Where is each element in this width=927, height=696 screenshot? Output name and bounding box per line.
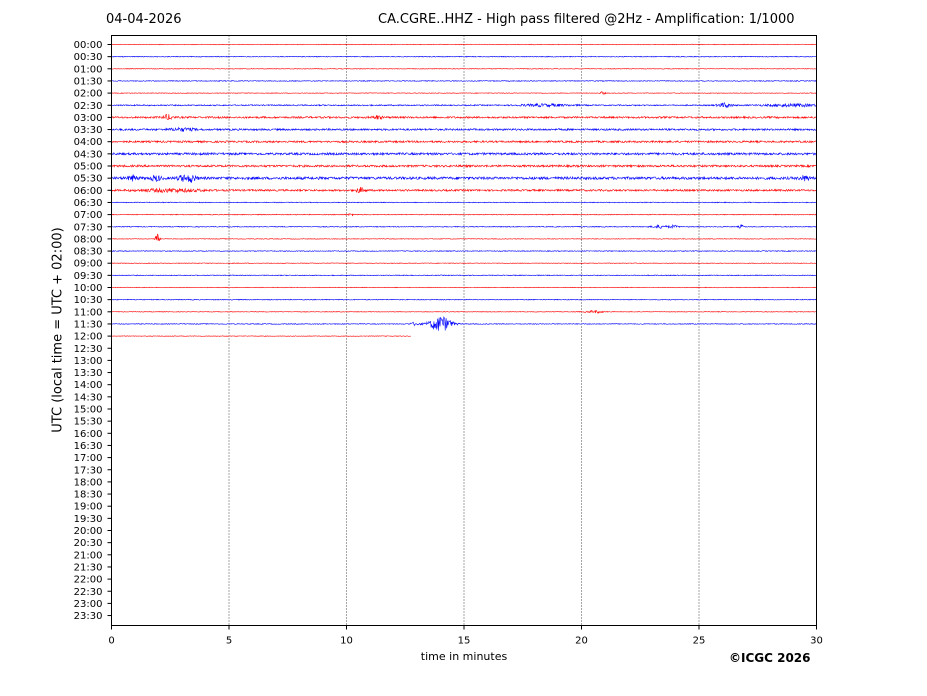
y-tick-label-00:00: 00:00: [74, 40, 103, 51]
trace-01:00: [111, 68, 817, 70]
trace-00:00: [111, 43, 817, 46]
y-tick-label-18:30: 18:30: [74, 490, 103, 501]
y-tick-label-19:30: 19:30: [74, 514, 103, 525]
trace-06:00: [111, 186, 817, 194]
trace-01:30: [111, 80, 817, 82]
y-tick-label-02:00: 02:00: [74, 89, 103, 100]
x-tick-label-30: 30: [810, 636, 823, 647]
trace-04:00: [111, 139, 817, 144]
x-tick-label-10: 10: [340, 636, 353, 647]
x-tick-label-0: 0: [108, 636, 114, 647]
y-tick-label-01:30: 01:30: [74, 76, 103, 87]
trace-07:30: [111, 224, 817, 230]
trace-09:00: [111, 262, 817, 264]
x-tick-label-5: 5: [226, 636, 232, 647]
y-tick-label-16:00: 16:00: [74, 429, 103, 440]
y-tick-label-16:30: 16:30: [74, 441, 103, 452]
y-tick-label-11:00: 11:00: [74, 307, 103, 318]
y-tick-label-00:30: 00:30: [74, 52, 103, 63]
trace-12:00: [111, 335, 411, 337]
trace-05:30: [111, 174, 817, 183]
y-tick-label-02:30: 02:30: [74, 101, 103, 112]
y-tick-label-15:30: 15:30: [74, 417, 103, 428]
y-tick-label-21:30: 21:30: [74, 562, 103, 573]
seismic-traces: [111, 43, 817, 337]
trace-09:30: [111, 274, 817, 277]
trace-00:30: [111, 55, 817, 58]
trace-10:00: [111, 286, 817, 289]
y-tick-label-13:30: 13:30: [74, 368, 103, 379]
copyright-label: ©ICGC 2026: [729, 651, 811, 665]
trace-08:00: [111, 233, 817, 242]
x-tick-label-15: 15: [458, 636, 471, 647]
y-tick-label-19:00: 19:00: [74, 502, 103, 513]
y-tick-label-18:00: 18:00: [74, 477, 103, 488]
y-tick-label-04:00: 04:00: [74, 137, 103, 148]
y-tick-label-15:00: 15:00: [74, 405, 103, 416]
y-tick-label-20:30: 20:30: [74, 538, 103, 549]
y-tick-label-14:00: 14:00: [74, 380, 103, 391]
y-tick-label-17:30: 17:30: [74, 465, 103, 476]
date-label: 04-04-2026: [106, 12, 182, 27]
y-axis-label: UTC (local time = UTC + 02:00): [50, 227, 66, 433]
y-tick-label-23:30: 23:30: [74, 611, 103, 622]
trace-03:00: [111, 114, 817, 121]
trace-08:30: [111, 250, 817, 252]
trace-02:30: [111, 102, 817, 109]
trace-03:30: [111, 126, 817, 132]
y-tick-label-09:00: 09:00: [74, 259, 103, 270]
trace-04:30: [111, 151, 817, 157]
y-tick-label-14:30: 14:30: [74, 392, 103, 403]
y-tick-label-10:00: 10:00: [74, 283, 103, 294]
x-axis-label: time in minutes: [420, 650, 508, 663]
y-tick-label-07:30: 07:30: [74, 222, 103, 233]
y-tick-label-08:00: 08:00: [74, 234, 103, 245]
y-tick-label-01:00: 01:00: [74, 64, 103, 75]
y-tick-label-05:30: 05:30: [74, 174, 103, 185]
y-tick-label-06:30: 06:30: [74, 198, 103, 209]
trace-06:30: [111, 201, 817, 204]
trace-02:00: [111, 91, 817, 95]
trace-05:00: [111, 163, 817, 169]
y-tick-label-12:00: 12:00: [74, 332, 103, 343]
y-tick-label-20:00: 20:00: [74, 526, 103, 537]
trace-07:00: [111, 213, 817, 217]
y-tick-label-22:30: 22:30: [74, 587, 103, 598]
x-tick-label-20: 20: [575, 636, 588, 647]
x-tick-label-25: 25: [693, 636, 706, 647]
trace-10:30: [111, 298, 817, 301]
grid-lines: [228, 35, 700, 626]
y-tick-label-23:00: 23:00: [74, 599, 103, 610]
y-tick-label-22:00: 22:00: [74, 575, 103, 586]
y-tick-label-03:00: 03:00: [74, 113, 103, 124]
y-tick-label-17:00: 17:00: [74, 453, 103, 464]
y-tick-label-12:30: 12:30: [74, 344, 103, 355]
y-tick-label-05:00: 05:00: [74, 162, 103, 173]
y-tick-label-09:30: 09:30: [74, 271, 103, 282]
x-axis: 0 5 10 15 20 25 30: [108, 625, 823, 647]
y-tick-label-07:00: 07:00: [74, 210, 103, 221]
y-tick-label-03:30: 03:30: [74, 125, 103, 136]
trace-11:00: [111, 309, 817, 314]
y-tick-label-10:30: 10:30: [74, 295, 103, 306]
y-tick-label-13:00: 13:00: [74, 356, 103, 367]
y-tick-label-06:00: 06:00: [74, 186, 103, 197]
y-tick-label-08:30: 08:30: [74, 247, 103, 258]
trace-11:30: [111, 316, 817, 331]
y-tick-label-11:30: 11:30: [74, 319, 103, 330]
chart-title: CA.CGRE..HHZ - High pass filtered @2Hz -…: [378, 12, 795, 27]
y-tick-label-21:00: 21:00: [74, 550, 103, 561]
y-tick-label-04:30: 04:30: [74, 149, 103, 160]
